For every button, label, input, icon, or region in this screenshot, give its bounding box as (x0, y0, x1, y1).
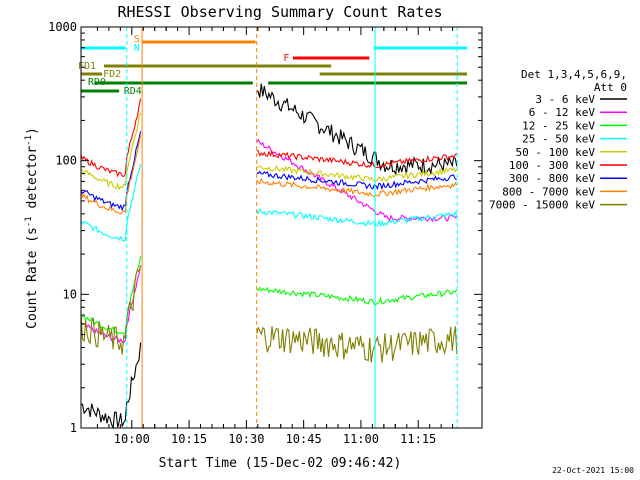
x-axis-label: Start Time (15-Dec-02 09:46:42) (159, 456, 402, 471)
x-tick-label: 10:30 (228, 432, 264, 446)
legend-label: 100 - 300 keV (509, 159, 595, 172)
series-line (256, 149, 458, 169)
flag-label-night: N (134, 43, 140, 54)
y-tick-label: 1 (70, 421, 77, 435)
legend-label: 3 - 6 keV (535, 93, 595, 106)
flag-label-fd1: FD1 (78, 61, 96, 72)
series-line (256, 207, 458, 228)
legend-label: 6 - 12 keV (529, 106, 596, 119)
x-tick-label: 11:00 (343, 432, 379, 446)
legend-label: 7000 - 15000 keV (489, 199, 595, 212)
footer-date: 22-Oct-2021 15:00 (552, 466, 634, 475)
x-tick-label: 11:15 (400, 432, 436, 446)
flag-label-flare: F (283, 53, 289, 64)
legend-label: 800 - 7000 keV (502, 185, 595, 198)
series-line (256, 83, 458, 177)
flag-label-saa: S (134, 34, 140, 45)
series-line (80, 112, 142, 191)
series-line (80, 131, 142, 212)
legend-label: 300 - 800 keV (509, 172, 595, 185)
series-line (256, 138, 458, 223)
y-axis-label: Count Rate (s-1 detector-1) (24, 127, 40, 329)
series-line (80, 256, 142, 335)
flag-label-rd0: RD0 (88, 77, 106, 88)
x-tick-label: 10:45 (286, 432, 322, 446)
legend-label: 50 - 100 keV (516, 146, 596, 159)
series-line (80, 164, 142, 242)
flag-label-fd2: FD2 (103, 69, 121, 80)
legend-label: 12 - 25 keV (522, 119, 595, 132)
series-line (80, 265, 142, 355)
y-tick-label: 10 (63, 287, 77, 301)
flag-label-rd4: RD4 (124, 86, 142, 97)
series-line (256, 286, 458, 306)
y-tick-label: 100 (55, 154, 77, 168)
series-line (256, 177, 458, 198)
series-line (256, 170, 457, 191)
legend-header-line2: Att 0 (594, 81, 627, 94)
legend-header-line1: Det 1,3,4,5,6,9, (521, 68, 627, 81)
legend-label: 25 - 50 keV (522, 133, 595, 146)
y-tick-label: 1000 (48, 20, 77, 34)
series-line (80, 135, 142, 215)
x-tick-label: 10:15 (171, 432, 207, 446)
x-tick-label: 10:00 (114, 432, 150, 446)
series-line (256, 326, 458, 363)
series-line (80, 342, 142, 430)
plot-frame (80, 26, 483, 429)
chart-title: RHESSI Observing Summary Count Rates (117, 3, 442, 21)
series-line (80, 98, 142, 178)
series-line (256, 164, 458, 183)
